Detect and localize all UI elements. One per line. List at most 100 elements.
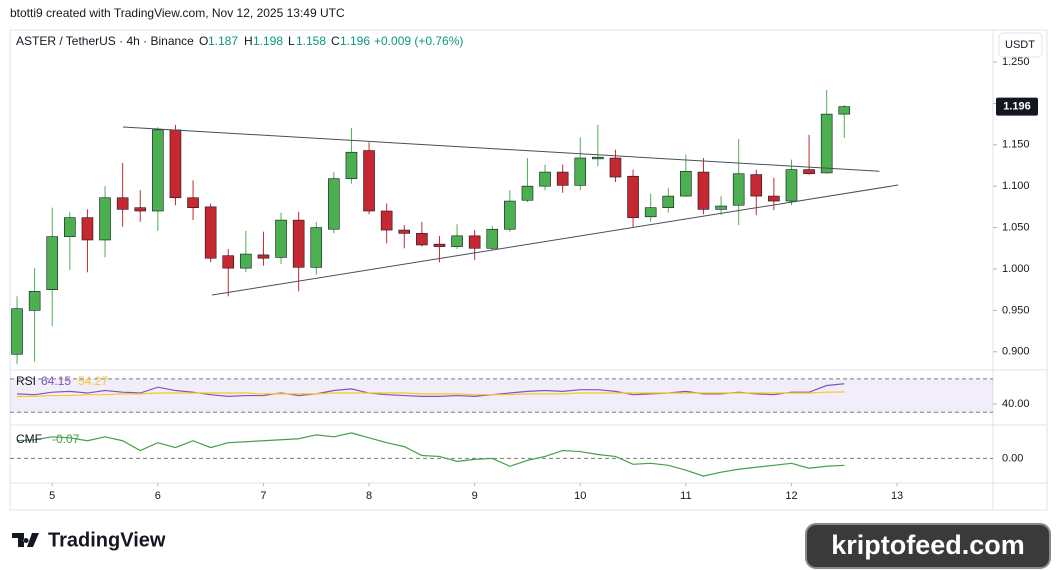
ohlc-value: 1.198 [253,34,283,48]
candle-body [345,151,358,180]
candle-body [574,157,587,186]
legend: ASTER / TetherUS · 4h · Binance O 1.187 … [16,34,463,446]
candle-body [11,308,23,355]
ohlc-value: 1.187 [208,34,238,48]
x-tick-label: 6 [155,490,161,502]
x-tick-label: 7 [260,490,266,502]
y-tick-label: 40.00 [1002,398,1030,410]
candle-body [486,228,499,249]
candle-body [768,195,780,202]
rsi-ma-value: 54.27 [78,374,108,388]
x-tick-label: 8 [366,490,372,502]
candle-body [28,291,41,311]
candle-body [169,129,182,199]
candle-body [433,243,446,247]
x-tick-label: 9 [472,490,478,502]
ohlc-label: O [199,34,208,48]
candle-body [398,229,411,234]
candle-body [592,156,604,160]
candle-body [680,170,692,197]
ohlc-value: 1.158 [296,34,326,48]
y-tick-label: 0.00 [1002,452,1023,464]
candle-body [750,174,763,197]
last-price-box [996,97,1038,116]
y-tick-label: 1.250 [1002,56,1030,68]
candle-body [697,171,710,210]
cmf-title: CMF [16,432,42,446]
y-tick-label: 0.900 [1002,346,1030,358]
candle-body [99,197,111,241]
candle-body [240,253,252,269]
cmf-value: -0.07 [52,432,80,446]
candle-body [81,217,94,241]
candle-body [310,227,323,268]
candle-body [468,235,481,249]
candle-body [64,217,76,237]
y-tick-label: 1.150 [1002,139,1030,151]
candle-body [204,206,217,259]
x-tick-label: 5 [49,490,55,502]
y-tick-label: 1.000 [1002,263,1030,275]
x-tick-label: 12 [785,490,797,502]
rsi-band [10,378,993,413]
indicator-line [17,391,845,397]
brand: TradingView [48,529,166,551]
candle-body [152,129,164,212]
tradingview-logo: TradingView [12,529,166,551]
symbol-title: ASTER / TetherUS · 4h · Binance [16,34,194,48]
candle-body [785,169,798,202]
candle-body [451,235,463,247]
ohlc-label: L [288,34,295,48]
currency-button[interactable] [998,32,1043,58]
candle-body [275,219,287,258]
x-tick-label: 10 [574,490,586,502]
candle-body [803,169,815,175]
candle-body [609,157,622,178]
last-price: 1.196 [1003,101,1031,113]
candle-body [504,200,516,230]
candle-body [556,171,569,186]
rsi-title: RSI [16,374,36,388]
ohlc-label: C [331,34,340,48]
candle-body [732,173,745,206]
candle-body [187,197,199,208]
logo-icon [12,533,39,547]
candle-body [257,254,270,259]
candle-body [292,219,305,268]
candle-body [380,210,393,231]
candle-body [644,207,657,218]
candle-body [363,150,375,212]
x-tick-label: 11 [680,490,691,502]
candle-body [222,255,235,269]
y-tick-label: 0.950 [1002,304,1030,316]
header: btotti9 created with TradingView.com, No… [10,6,345,20]
y-tick-label: 1.100 [1002,180,1030,192]
candle-body [328,178,340,230]
ohlc-label: H [244,34,253,48]
trendline [211,184,899,296]
candle-body [116,197,129,210]
candle-body [820,113,833,174]
watermark-box [805,523,1051,569]
candle-body [662,195,675,208]
candle-body [539,171,551,187]
candle-body [838,106,851,115]
candle-body [521,185,534,201]
ohlc-value: 1.196 [340,34,370,48]
candle-body [134,207,147,212]
x-tick-label: 13 [891,490,903,502]
indicator-line [17,432,845,477]
candle-body [627,175,639,218]
y-tick-label: 1.050 [1002,221,1030,233]
watermark: kriptofeed.com [831,530,1025,560]
candle-body [715,205,727,210]
indicator-line [17,383,845,397]
rsi-value: 64.15 [41,374,71,388]
chart-frame [9,29,1048,511]
candle-body [46,236,59,290]
change: +0.009 (+0.76%) [374,34,463,48]
currency[interactable]: USDT [1005,39,1035,51]
plot: 5 6 7 8 9 10 11 12 13 [10,61,997,502]
